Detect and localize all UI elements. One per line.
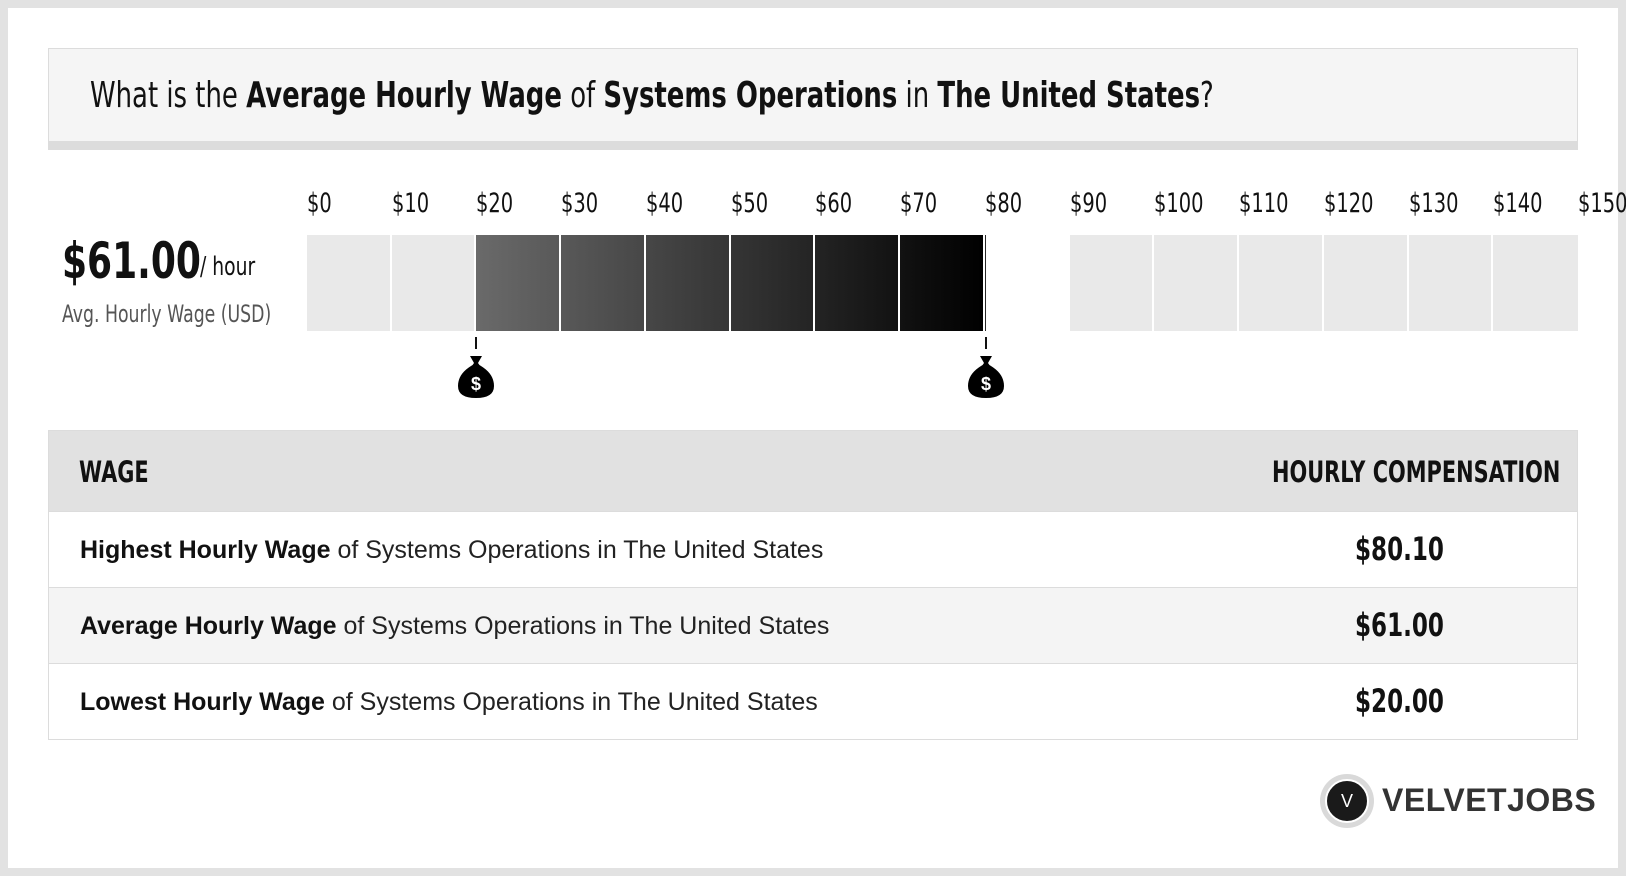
average-wage-label: Avg. Hourly Wage (USD): [62, 300, 272, 328]
marker-dollar-sign: $: [981, 374, 991, 394]
table-row-lowest: Lowest Hourly Wage of Systems Operations…: [49, 663, 1577, 739]
bar-segment-filled: [561, 235, 646, 331]
wage-range-bar: [307, 235, 1578, 331]
row-label: Highest Hourly Wage of Systems Operation…: [80, 536, 823, 565]
tick-label: $40: [645, 188, 684, 219]
bar-segment: [1069, 235, 1155, 331]
marker-line: [984, 337, 987, 349]
tick-label: $10: [391, 188, 429, 219]
average-wage-unit: / hour: [200, 252, 256, 282]
wage-table: WAGE HOURLY COMPENSATION Highest Hourly …: [48, 430, 1578, 740]
brand-logo-block[interactable]: V VELVETJOBS: [1320, 772, 1596, 828]
average-wage-value: $61.00: [62, 232, 201, 290]
tick-label: $100: [1154, 188, 1204, 219]
money-bag-icon: $: [967, 356, 1004, 398]
bar-segment: [307, 235, 392, 331]
range-marker: $: [456, 337, 496, 401]
tick-label: $130: [1408, 188, 1459, 219]
column-header-wage: WAGE: [79, 455, 149, 489]
tick-label: $50: [730, 188, 768, 219]
tick-label: $150+: [1578, 188, 1626, 219]
tick-label: $110: [1239, 188, 1289, 219]
bar-segment-filled: [476, 235, 562, 331]
column-header-compensation: HOURLY COMPENSATION: [1272, 455, 1561, 489]
row-value: $61.00: [1355, 606, 1444, 644]
table-header: WAGE HOURLY COMPENSATION: [49, 431, 1577, 511]
row-label-rest: of Systems Operations in The United Stat…: [336, 612, 830, 640]
title-location: The United States: [937, 75, 1201, 116]
row-value: $80.10: [1355, 530, 1444, 568]
marker-line: [475, 337, 478, 349]
row-label-bold: Average Hourly Wage: [80, 612, 337, 640]
bar-segment: [391, 235, 477, 331]
row-label-bold: Lowest Hourly Wage: [80, 688, 325, 716]
velvetjobs-logo-icon: V: [1320, 774, 1374, 828]
tick-label: $70: [900, 188, 938, 219]
tick-label: $60: [815, 188, 853, 219]
row-label: Average Hourly Wage of Systems Operation…: [80, 612, 829, 641]
bar-segment: [1239, 235, 1324, 331]
tick-label: $80: [984, 188, 1022, 219]
row-label-rest: of Systems Operations in The United Stat…: [330, 536, 824, 564]
bar-segment-filled: [645, 235, 731, 331]
title-job: Systems Operations: [603, 75, 898, 116]
title-prefix: What is the: [90, 75, 238, 116]
title-metric: Average Hourly Wage: [246, 75, 562, 116]
title-suffix: ?: [1200, 75, 1214, 116]
bar-segment-filled: [730, 235, 816, 331]
title-banner: What is the Average Hourly Wage of Syste…: [48, 48, 1578, 150]
row-label-bold: Highest Hourly Wage: [80, 536, 331, 564]
row-value: $20.00: [1355, 682, 1444, 720]
table-row-average: Average Hourly Wage of Systems Operation…: [49, 587, 1577, 663]
marker-dollar-sign: $: [471, 374, 481, 394]
table-row-highest: Highest Hourly Wage of Systems Operation…: [49, 511, 1577, 587]
brand-name: VELVETJOBS: [1382, 782, 1597, 818]
bar-segment: [1408, 235, 1494, 331]
tick-label: $120: [1323, 188, 1374, 219]
row-label: Lowest Hourly Wage of Systems Operations…: [80, 688, 818, 717]
tick-label: $30: [561, 188, 599, 219]
title-of: of: [570, 75, 596, 116]
bar-segment: [1493, 235, 1578, 331]
page-title: What is the Average Hourly Wage of Syste…: [90, 75, 1214, 116]
bar-segment-filled: [984, 235, 1070, 331]
row-label-rest: of Systems Operations in The United Stat…: [324, 688, 818, 716]
tick-label: $20: [476, 188, 514, 219]
bar-segment-filled: [900, 235, 985, 331]
tick-label: $0: [307, 188, 332, 219]
wage-scale-ticks: $0 $10 $20 $30 $40 $50 $60 $70 $80 $90 $100 $110 $12…: [0, 188, 1626, 219]
bar-segment: [1323, 235, 1409, 331]
bar-segment: [1154, 235, 1240, 331]
money-bag-icon: $: [458, 356, 495, 398]
range-marker: $: [966, 337, 1006, 401]
tick-label: $140: [1493, 188, 1543, 219]
logo-letter: V: [1325, 779, 1369, 823]
tick-label: $90: [1069, 188, 1107, 219]
bar-segment-filled: [815, 235, 901, 331]
title-in: in: [905, 75, 930, 116]
